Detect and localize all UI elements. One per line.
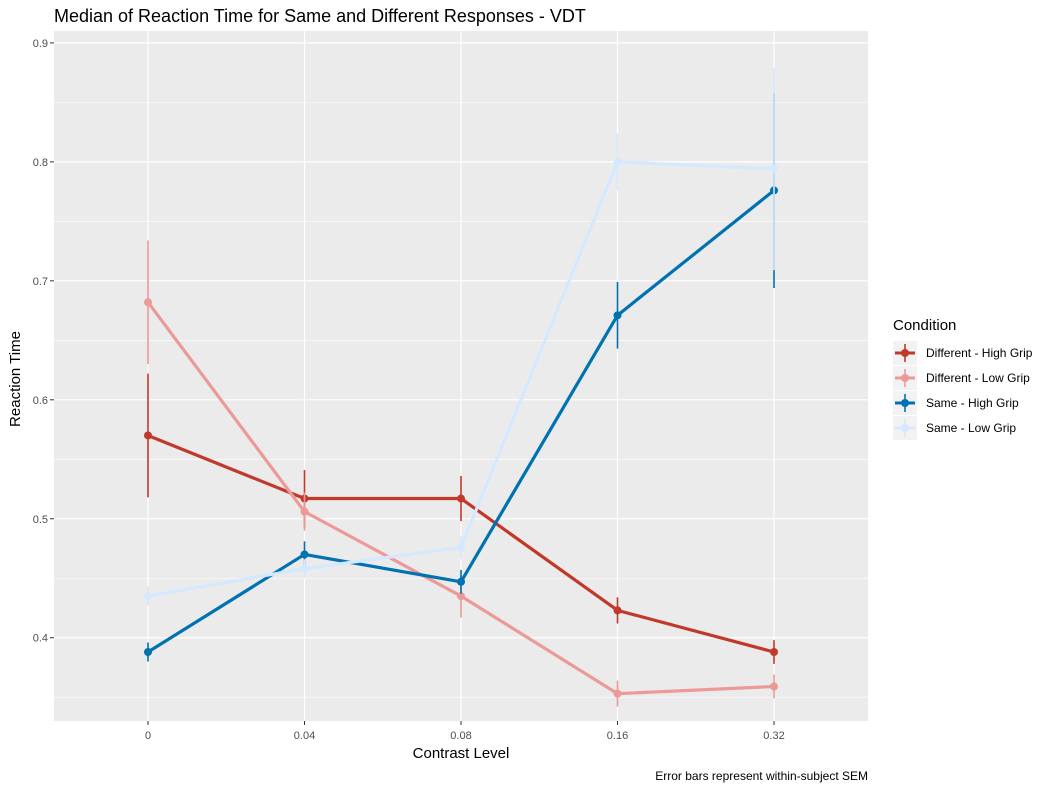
legend-key-point bbox=[901, 424, 909, 432]
data-point bbox=[300, 550, 309, 559]
data-point bbox=[144, 648, 152, 656]
data-point bbox=[457, 543, 465, 552]
y-tick-label: 0.4 bbox=[33, 633, 48, 645]
data-point bbox=[770, 648, 778, 656]
legend-title: Condition bbox=[893, 317, 956, 334]
x-tick-label: 0.16 bbox=[607, 730, 628, 742]
y-tick-label: 0.6 bbox=[33, 395, 48, 407]
data-point bbox=[300, 507, 309, 516]
chart-title: Median of Reaction Time for Same and Dif… bbox=[54, 6, 586, 26]
legend-label: Different - High Grip bbox=[926, 346, 1033, 360]
data-point bbox=[144, 298, 152, 307]
series-3 bbox=[144, 67, 778, 606]
y-tick-label: 0.5 bbox=[33, 514, 48, 526]
caption: Error bars represent within-subject SEM bbox=[655, 769, 868, 783]
legend-label: Different - Low Grip bbox=[926, 371, 1030, 385]
data-point bbox=[300, 564, 309, 573]
legend-label: Same - High Grip bbox=[926, 396, 1019, 410]
legend-key-point bbox=[901, 349, 909, 357]
series-layer bbox=[144, 67, 778, 707]
data-point bbox=[613, 311, 622, 320]
data-point bbox=[613, 157, 622, 166]
y-tick-label: 0.8 bbox=[33, 157, 48, 169]
legend-key-point bbox=[901, 399, 909, 407]
x-tick-label: 0.04 bbox=[294, 730, 315, 742]
data-point bbox=[613, 606, 622, 615]
data-point bbox=[770, 682, 778, 691]
legend-key-point bbox=[901, 374, 909, 382]
x-tick-label: 0.08 bbox=[450, 730, 471, 742]
x-axis: 0 0.04 0.08 0.16 0.32 bbox=[145, 721, 785, 742]
x-tick-label: 0.32 bbox=[763, 730, 784, 742]
x-tick-label: 0 bbox=[145, 730, 151, 742]
data-point bbox=[457, 592, 465, 601]
y-tick-label: 0.7 bbox=[33, 276, 48, 288]
y-tick-label: 0.9 bbox=[33, 38, 48, 50]
data-point bbox=[457, 577, 465, 586]
data-point bbox=[144, 431, 152, 440]
y-axis-title: Reaction Time bbox=[7, 331, 24, 427]
y-axis: 0.4 0.5 0.6 0.7 0.8 0.9 bbox=[33, 38, 54, 645]
legend-label: Same - Low Grip bbox=[926, 421, 1016, 435]
data-point bbox=[613, 689, 622, 698]
data-point bbox=[770, 165, 778, 173]
legend: Condition Different - High Grip Different… bbox=[893, 317, 1033, 440]
data-point bbox=[144, 592, 152, 601]
x-axis-title: Contrast Level bbox=[413, 745, 510, 762]
series-1 bbox=[144, 240, 778, 707]
data-point bbox=[457, 494, 465, 503]
